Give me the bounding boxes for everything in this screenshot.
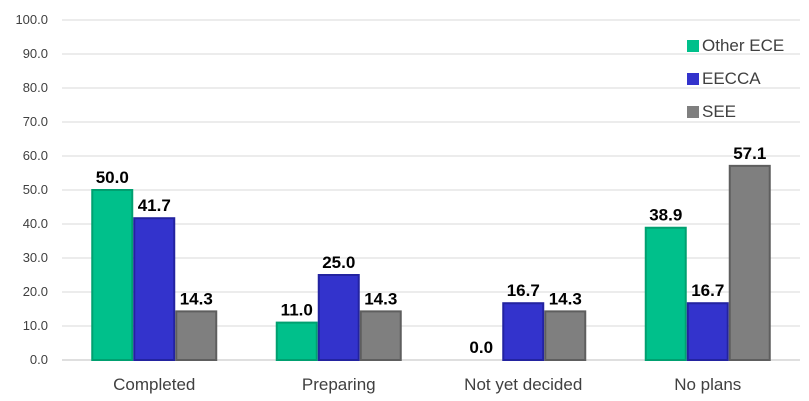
legend: Other ECE EECCA SEE [687, 36, 784, 121]
y-tick-label: 90.0 [23, 46, 48, 61]
y-tick-label: 40.0 [23, 216, 48, 231]
data-label: 38.9 [649, 206, 682, 225]
y-tick-label: 80.0 [23, 80, 48, 95]
bar [359, 310, 402, 362]
y-tick-label: 70.0 [23, 114, 48, 129]
data-label: 41.7 [138, 196, 171, 215]
category-label: No plans [674, 375, 741, 394]
data-label: 14.3 [180, 289, 213, 308]
data-labels: 50.0 41.7 14.3 11.0 25.0 14.3 0.0 16.7 14.3 38.9 1… [96, 144, 767, 357]
y-tick-label: 30.0 [23, 250, 48, 265]
y-tick-label: 10.0 [23, 318, 48, 333]
data-label: 11.0 [281, 301, 313, 320]
bar [728, 164, 771, 361]
bar [91, 189, 134, 361]
legend-label: SEE [702, 102, 736, 121]
legend-label: EECCA [702, 69, 761, 88]
category-label: Preparing [302, 375, 376, 394]
legend-swatch [687, 106, 699, 118]
bar [686, 302, 729, 361]
bar [133, 217, 176, 361]
legend-swatch [687, 40, 699, 52]
bar [175, 310, 218, 362]
x-axis-categories: Completed Preparing Not yet decided No plan… [113, 375, 741, 394]
bar [502, 302, 545, 361]
y-tick-label: 0.0 [30, 352, 48, 367]
category-label: Not yet decided [464, 375, 582, 394]
bars [91, 164, 771, 362]
category-label: Completed [113, 375, 195, 394]
y-tick-label: 60.0 [23, 148, 48, 163]
y-tick-label: 50.0 [23, 182, 48, 197]
y-axis-ticks: 0.0 10.0 20.0 30.0 40.0 50.0 60.0 70.0 80.0 90.0 1… [15, 12, 48, 367]
data-label: 16.7 [507, 281, 540, 300]
legend-swatch [687, 73, 699, 85]
data-label: 14.3 [364, 289, 397, 308]
data-label: 14.3 [549, 289, 582, 308]
y-tick-label: 100.0 [15, 12, 48, 27]
data-label: 57.1 [733, 144, 766, 163]
legend-label: Other ECE [702, 36, 784, 55]
y-tick-label: 20.0 [23, 284, 48, 299]
bar [275, 321, 318, 362]
bar [317, 274, 360, 361]
data-label: 16.7 [691, 281, 724, 300]
data-label: 25.0 [322, 253, 355, 272]
bar [544, 310, 587, 362]
data-label: 0.0 [469, 338, 493, 357]
bar [644, 226, 687, 361]
data-label: 50.0 [96, 168, 129, 187]
